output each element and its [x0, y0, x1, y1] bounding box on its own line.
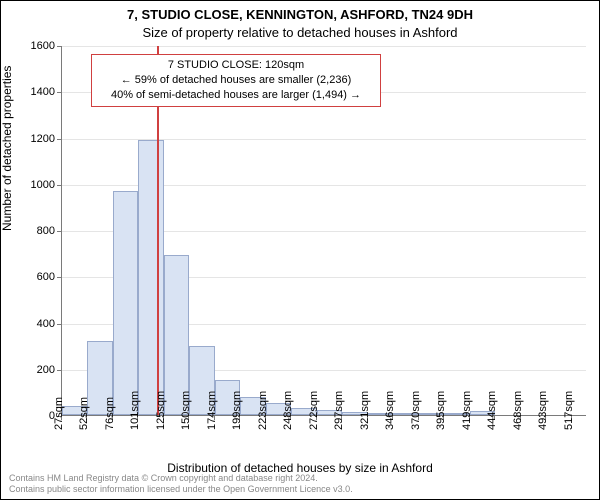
y-tick-label: 1000	[15, 179, 55, 191]
histogram-bar	[138, 140, 163, 415]
credits-line1: Contains HM Land Registry data © Crown c…	[9, 473, 353, 484]
annotation-line3: 40% of semi-detached houses are larger (…	[98, 88, 374, 103]
y-tick-mark	[57, 324, 61, 325]
y-tick-label: 400	[15, 318, 55, 330]
y-tick-mark	[57, 92, 61, 93]
y-tick-mark	[57, 277, 61, 278]
chart-title-line2: Size of property relative to detached ho…	[1, 25, 599, 40]
chart-title-line1: 7, STUDIO CLOSE, KENNINGTON, ASHFORD, TN…	[1, 7, 599, 22]
chart-container: 7, STUDIO CLOSE, KENNINGTON, ASHFORD, TN…	[0, 0, 600, 500]
y-tick-mark	[57, 46, 61, 47]
y-tick-label: 800	[15, 225, 55, 237]
gridline	[62, 46, 586, 47]
annotation-line2: ← 59% of detached houses are smaller (2,…	[98, 73, 374, 88]
annotation-line1: 7 STUDIO CLOSE: 120sqm	[98, 58, 374, 73]
credits-line2: Contains public sector information licen…	[9, 484, 353, 495]
y-tick-mark	[57, 185, 61, 186]
annotation-box: 7 STUDIO CLOSE: 120sqm← 59% of detached …	[91, 54, 381, 107]
y-tick-label: 600	[15, 271, 55, 283]
y-tick-mark	[57, 231, 61, 232]
y-axis-title: Number of detached properties	[0, 66, 14, 231]
y-tick-label: 200	[15, 364, 55, 376]
y-tick-mark	[57, 139, 61, 140]
y-tick-label: 0	[15, 410, 55, 422]
credits: Contains HM Land Registry data © Crown c…	[9, 473, 353, 495]
histogram-bar	[113, 191, 138, 415]
y-tick-mark	[57, 370, 61, 371]
y-tick-label: 1200	[15, 133, 55, 145]
y-tick-label: 1600	[15, 40, 55, 52]
y-tick-label: 1400	[15, 86, 55, 98]
